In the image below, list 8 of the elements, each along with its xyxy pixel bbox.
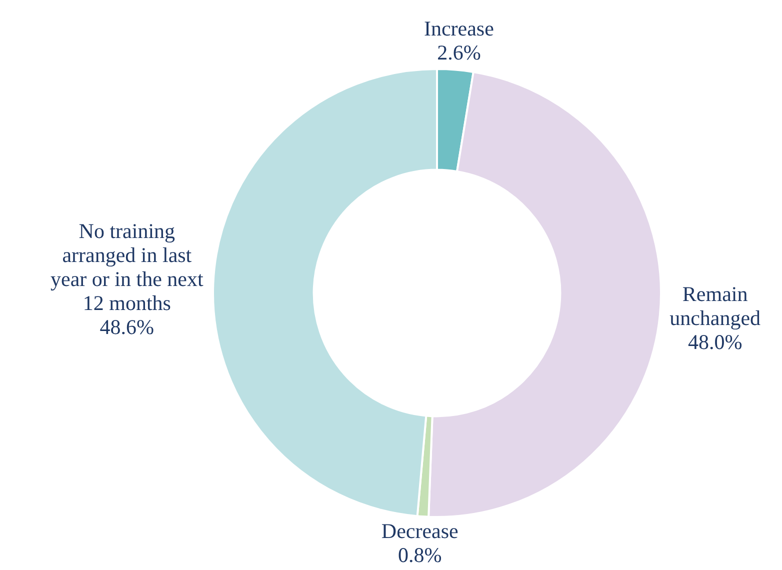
- slice-label: Increase: [424, 16, 494, 40]
- data-label: 2.6%: [437, 40, 481, 64]
- slice-label: No training arranged in last year or in the next 12 months: [50, 218, 204, 315]
- slice-label: Decrease: [381, 519, 458, 544]
- data-label: 48.0%: [688, 330, 742, 354]
- slice-label: Remain unchanged: [670, 282, 762, 330]
- data-label: 0.8%: [398, 543, 442, 568]
- data-label: 48.6%: [100, 314, 154, 339]
